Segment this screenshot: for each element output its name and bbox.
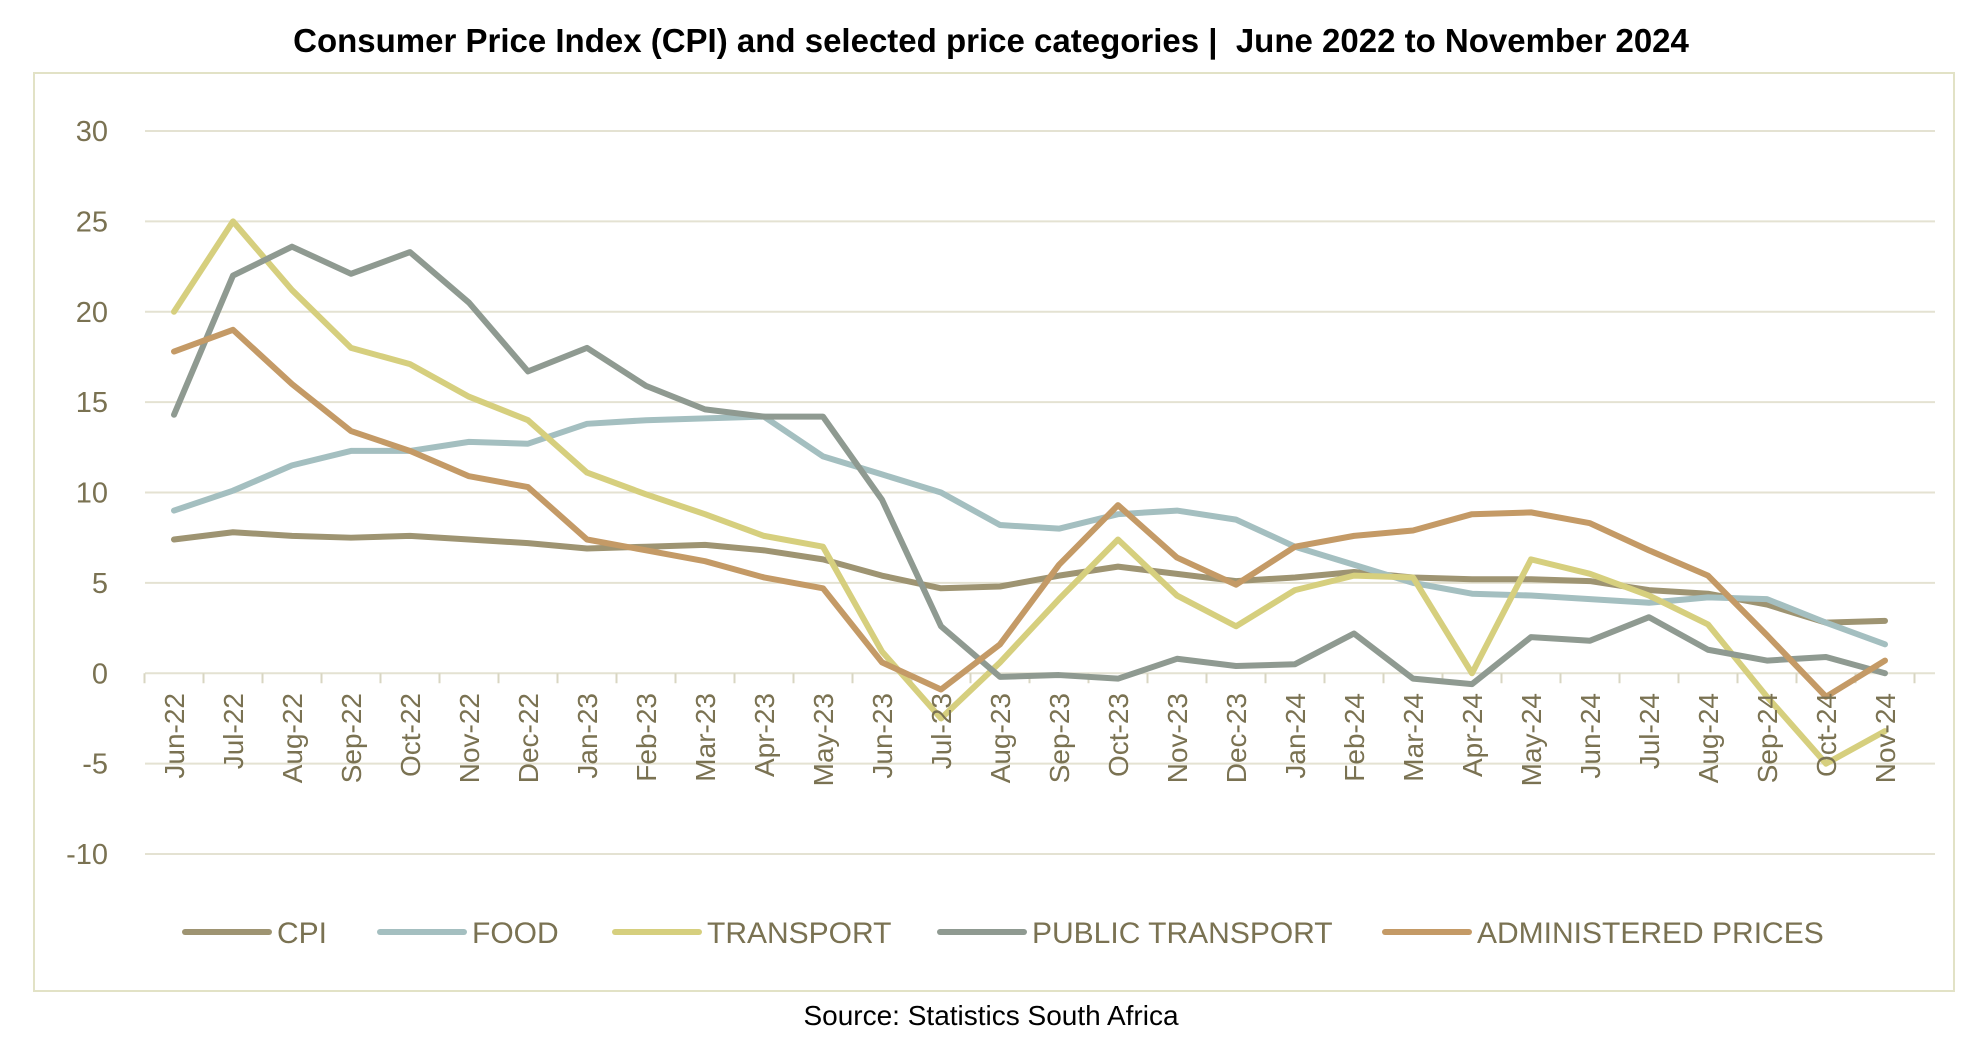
x-tick-label: Nov-22 xyxy=(454,693,485,783)
series-line-food xyxy=(171,413,1888,648)
x-tick-label: Feb-23 xyxy=(631,693,662,782)
x-tick-label: Jun-22 xyxy=(159,693,190,779)
x-tick-label: Oct-23 xyxy=(1103,693,1134,777)
y-axis-tick-labels: 30 25 20 15 10 5 0 -5 -10 xyxy=(66,116,108,871)
series-line-administered-prices xyxy=(171,326,1888,700)
x-tick-label: Sep-22 xyxy=(336,693,367,783)
series-line-public-transport xyxy=(171,243,1888,688)
chart-title: Consumer Price Index (CPI) and selected … xyxy=(293,22,1689,59)
source-note: Source: Statistics South Africa xyxy=(803,1000,1179,1031)
x-tick-label: May-23 xyxy=(808,693,839,786)
series-lines xyxy=(171,218,1888,767)
x-tick-label: Dec-22 xyxy=(513,693,544,783)
x-tick-label: Nov-23 xyxy=(1162,693,1193,783)
legend-label-cpi: CPI xyxy=(277,917,327,950)
x-tick-label: Aug-24 xyxy=(1693,693,1724,783)
line-chart: 30 25 20 15 10 5 0 -5 -10 Jun-22 Jul-22 Aug-22 Sep-2… xyxy=(66,116,1935,950)
legend-label-food: FOOD xyxy=(472,917,559,950)
x-tick-label: Apr-23 xyxy=(749,693,780,777)
y-tick-label: 0 xyxy=(92,658,108,690)
y-tick-label: 15 xyxy=(76,387,108,419)
x-tick-label: May-24 xyxy=(1516,693,1547,786)
chart-frame xyxy=(33,72,1955,992)
x-tick-label: Jul-24 xyxy=(1634,693,1665,769)
x-tick-label: Nov-24 xyxy=(1870,693,1901,783)
x-tick-label: Aug-23 xyxy=(985,693,1016,783)
y-tick-label: 30 xyxy=(76,116,108,148)
y-tick-label: -10 xyxy=(66,839,108,871)
x-tick-label: Aug-22 xyxy=(277,693,308,783)
x-tick-label: Apr-24 xyxy=(1457,693,1488,777)
legend: CPI FOOD TRANSPORT PUBLIC TRANSPORT ADMINIST… xyxy=(182,917,1824,950)
x-tick-label: Mar-24 xyxy=(1398,693,1429,782)
x-tick-label: Dec-23 xyxy=(1221,693,1252,783)
y-tick-label: 5 xyxy=(92,568,108,600)
y-tick-label: 10 xyxy=(76,478,108,510)
x-tick-label: Jul-23 xyxy=(926,693,957,769)
legend-label-transport: TRANSPORT xyxy=(707,917,891,950)
x-tick-label: Jan-23 xyxy=(572,693,603,779)
x-tick-label: Oct-24 xyxy=(1811,693,1842,777)
legend-label-administered-prices: ADMINISTERED PRICES xyxy=(1477,917,1824,950)
y-tick-label: 25 xyxy=(76,206,108,238)
x-tick-label: Mar-23 xyxy=(690,693,721,782)
y-tick-label: 20 xyxy=(76,297,108,329)
x-tick-label: Jan-24 xyxy=(1280,693,1311,779)
x-tick-label: Sep-23 xyxy=(1044,693,1075,783)
series-line-cpi xyxy=(171,529,1888,626)
x-axis-tick-labels: Jun-22 Jul-22 Aug-22 Sep-22 Oct-22 Nov-22 Dec-… xyxy=(159,693,1901,786)
x-tick-label: Jun-24 xyxy=(1575,693,1606,779)
series-line-transport xyxy=(171,218,1888,767)
x-tick-label: Feb-24 xyxy=(1339,693,1370,782)
gridlines xyxy=(145,130,1935,855)
x-tick-label: Oct-22 xyxy=(395,693,426,777)
legend-label-public-transport: PUBLIC TRANSPORT xyxy=(1032,917,1333,950)
y-tick-label: -5 xyxy=(82,749,108,781)
x-tick-label: Sep-24 xyxy=(1752,693,1783,783)
x-tick-label: Jun-23 xyxy=(867,693,898,779)
x-tick-label: Jul-22 xyxy=(218,693,249,769)
